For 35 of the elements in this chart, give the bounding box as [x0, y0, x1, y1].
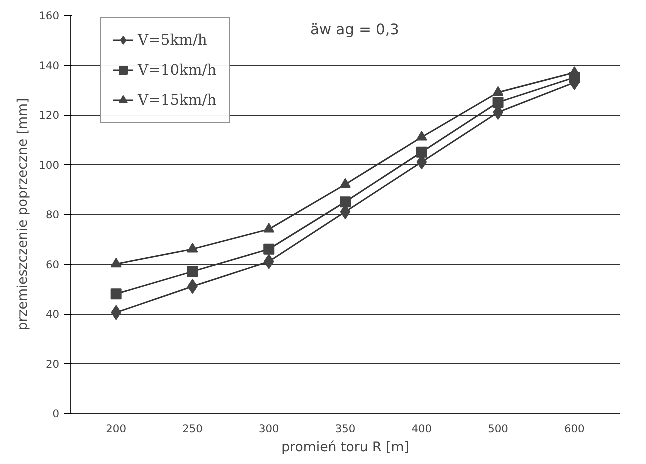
- point: [340, 196, 351, 208]
- y-tick-label: 100: [39, 158, 60, 172]
- legend-label: V=15km/h: [138, 92, 217, 108]
- annotation: äw ag = 0,3: [310, 22, 400, 38]
- x-tick-label: 250: [182, 422, 204, 436]
- x-tick-label: 400: [412, 422, 432, 436]
- y-tick-label: 0: [52, 408, 60, 420]
- point: [187, 243, 198, 253]
- point: [110, 258, 122, 268]
- point: [187, 266, 198, 278]
- y-tick-label: 40: [46, 308, 60, 321]
- y-tick-label: 60: [46, 258, 60, 272]
- x-tick-label: 500: [488, 422, 509, 436]
- point: [264, 244, 275, 255]
- y-axis-title: przemieszczenie poprzeczne [mm]: [16, 98, 32, 331]
- point: [416, 131, 428, 141]
- x-axis-title: promień toru R [m]: [282, 440, 410, 456]
- x-tick-label: 350: [335, 422, 356, 436]
- x-tick-label: 200: [106, 422, 127, 436]
- point: [110, 288, 122, 300]
- point: [416, 146, 428, 158]
- point: [340, 178, 351, 188]
- y-tick-label: 20: [46, 358, 60, 371]
- point: [492, 86, 504, 96]
- legend-label: V=5km/h: [138, 32, 208, 48]
- legend-label: V=10km/h: [138, 62, 217, 78]
- x-tick-label: 300: [258, 422, 280, 436]
- x-tick-label: 600: [564, 422, 586, 436]
- y-tick-label: 80: [46, 208, 60, 222]
- y-tick-label: 120: [39, 109, 60, 122]
- point: [264, 254, 274, 270]
- y-tick-label: 140: [39, 59, 60, 72]
- point: [264, 223, 275, 233]
- point: [492, 97, 504, 108]
- y-tick-label: 160: [39, 10, 60, 22]
